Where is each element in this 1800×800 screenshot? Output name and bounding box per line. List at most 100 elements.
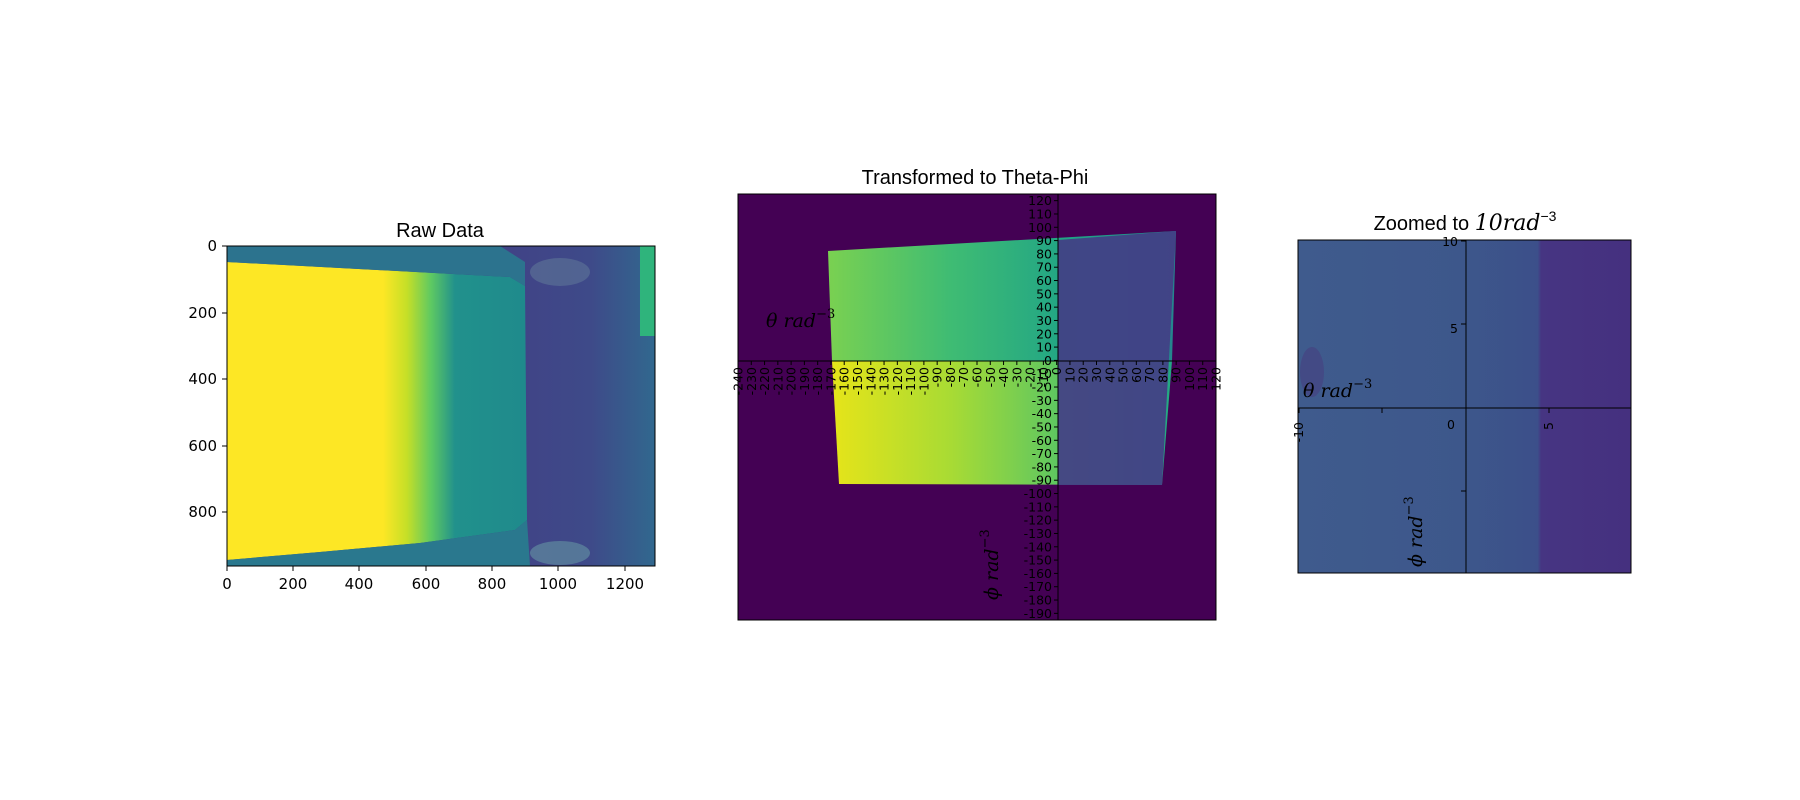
svg-text:-90: -90 — [930, 367, 945, 387]
svg-text:-150: -150 — [1024, 553, 1052, 568]
transformed-x-tick: 40 — [1102, 361, 1117, 383]
transformed-y-tick: -170 — [1024, 579, 1058, 594]
transformed-y-tick: -30 — [1032, 393, 1058, 408]
svg-text:-70: -70 — [956, 367, 971, 387]
svg-text:-10: -10 — [1032, 366, 1052, 381]
transformed-y-tick: -100 — [1024, 486, 1058, 501]
raw-x-tick: 400 — [345, 566, 374, 593]
transformed-y-tick: 0 — [1044, 353, 1058, 368]
transformed-right-dark-region — [1058, 231, 1176, 485]
raw-data-title: Raw Data — [396, 220, 485, 242]
transformed-x-ticks: -240-230-220-210-200-190-180-170-160-150… — [731, 361, 1224, 395]
transformed-x-tick: -140 — [863, 361, 878, 395]
svg-text:400: 400 — [345, 575, 374, 593]
transformed-y-tick: -180 — [1024, 593, 1058, 608]
transformed-y-tick: -110 — [1024, 499, 1058, 514]
transformed-y-tick: -20 — [1032, 380, 1058, 395]
svg-text:200: 200 — [188, 304, 217, 322]
transformed-title: Transformed to Theta-Phi — [862, 167, 1089, 189]
raw-x-tick: 200 — [279, 566, 307, 593]
transformed-y-tick: -80 — [1032, 459, 1058, 474]
raw-x-tick: 1200 — [606, 566, 644, 593]
zoomed-axes-frame — [1297, 239, 1632, 574]
svg-text:-180: -180 — [1024, 593, 1052, 608]
transformed-y-tick: -10 — [1032, 366, 1058, 381]
raw-top-edge — [227, 246, 525, 286]
svg-text:60: 60 — [1036, 273, 1052, 288]
transformed-y-tick: -50 — [1032, 419, 1058, 434]
svg-text:40: 40 — [1102, 367, 1117, 383]
transformed-y-tick: -150 — [1024, 553, 1058, 568]
svg-text:-100: -100 — [916, 367, 931, 395]
svg-text:60: 60 — [1129, 367, 1144, 383]
transformed-y-tick: 80 — [1036, 246, 1058, 261]
svg-text:-110: -110 — [1024, 499, 1052, 514]
svg-text:-240: -240 — [731, 367, 746, 395]
svg-text:ϕ rad−3: ϕ rad−3 — [1402, 496, 1427, 567]
svg-text:70: 70 — [1142, 367, 1157, 383]
transformed-x-tick: 100 — [1182, 361, 1197, 391]
svg-text:800: 800 — [188, 503, 217, 521]
transformed-y-tick: 20 — [1036, 326, 1058, 341]
svg-text:-220: -220 — [757, 367, 772, 395]
raw-y-ticks: 0 200 400 600 800 — [188, 237, 227, 521]
transformed-x-tick: 80 — [1155, 361, 1170, 383]
raw-y-tick: 0 — [207, 237, 227, 255]
transformed-x-tick: 110 — [1195, 361, 1210, 391]
svg-text:-30: -30 — [1009, 367, 1024, 387]
svg-text:-40: -40 — [1032, 406, 1052, 421]
svg-text:θ rad−3: θ rad−3 — [1303, 377, 1372, 402]
zoomed-x-tick: 5 — [1541, 408, 1556, 430]
svg-text:-60: -60 — [1032, 433, 1052, 448]
transformed-x-tick: 70 — [1142, 361, 1157, 383]
zoomed-theta-label: θ rad−3 — [1303, 377, 1372, 402]
svg-text:600: 600 — [412, 575, 441, 593]
svg-text:70: 70 — [1036, 260, 1052, 275]
svg-text:-20: -20 — [1032, 380, 1052, 395]
svg-text:ϕ rad−3: ϕ rad−3 — [978, 529, 1003, 600]
svg-text:-210: -210 — [770, 367, 785, 395]
svg-text:20: 20 — [1036, 326, 1052, 341]
svg-text:0: 0 — [1447, 417, 1455, 432]
transformed-x-tick: -80 — [943, 361, 958, 387]
zoomed-x-tick: -10 — [1291, 408, 1306, 442]
transformed-x-tick: -110 — [903, 361, 918, 395]
svg-text:-90: -90 — [1032, 473, 1052, 488]
svg-text:-130: -130 — [1024, 526, 1052, 541]
svg-text:-180: -180 — [810, 367, 825, 395]
zoomed-y-tick: 5 — [1450, 321, 1466, 336]
svg-text:1200: 1200 — [606, 575, 644, 593]
svg-text:-20: -20 — [1023, 367, 1038, 387]
raw-debris-bottom — [530, 541, 590, 565]
svg-text:80: 80 — [1155, 367, 1170, 383]
transformed-x-tick: -120 — [890, 361, 905, 395]
raw-data-image — [226, 245, 656, 567]
transformed-y-tick: -70 — [1032, 446, 1058, 461]
transformed-y-ticks: 1201101009080706050403020100-10-20-30-40… — [1024, 193, 1058, 621]
transformed-y-tick: 100 — [1028, 220, 1058, 235]
transformed-x-tick: -240 — [731, 361, 746, 395]
svg-text:-120: -120 — [890, 367, 905, 395]
svg-text:-10: -10 — [1036, 367, 1051, 387]
svg-text:110: 110 — [1195, 367, 1210, 391]
zoomed-y-tick: 10 — [1442, 234, 1466, 249]
transformed-x-tick: -90 — [930, 361, 945, 387]
zoomed-heatmap — [1298, 240, 1631, 573]
svg-text:-230: -230 — [744, 367, 759, 395]
svg-text:-30: -30 — [1032, 393, 1052, 408]
svg-text:30: 30 — [1089, 367, 1104, 383]
raw-y-tick: 400 — [188, 370, 227, 388]
raw-y-tick: 800 — [188, 503, 227, 521]
zoomed-x-tick: 0 — [1447, 408, 1467, 432]
svg-text:-40: -40 — [996, 367, 1011, 387]
svg-text:40: 40 — [1036, 300, 1052, 315]
transformed-x-tick: -30 — [1009, 361, 1024, 387]
transformed-x-tick: 0 — [1049, 361, 1064, 375]
transformed-x-tick: 30 — [1089, 361, 1104, 383]
svg-text:120: 120 — [1028, 193, 1052, 208]
svg-text:-160: -160 — [1024, 566, 1052, 581]
transformed-x-tick: 90 — [1169, 361, 1184, 383]
svg-text:-70: -70 — [1032, 446, 1052, 461]
transformed-y-tick: -130 — [1024, 526, 1058, 541]
svg-text:5: 5 — [1450, 321, 1458, 336]
